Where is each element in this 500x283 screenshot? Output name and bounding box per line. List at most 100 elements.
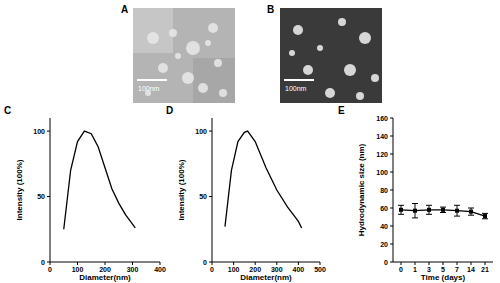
x-tick <box>457 262 458 265</box>
error-cap <box>454 216 460 217</box>
y-axis-title: Hydrodynamic size (nm) <box>357 143 366 236</box>
y-tick-label: 0 <box>384 259 388 266</box>
marker <box>469 210 473 214</box>
scale-bar <box>284 79 314 81</box>
y-tick-label: 50 <box>199 193 207 200</box>
y-tick <box>390 154 393 155</box>
y-tick-label: 100 <box>195 128 207 135</box>
x-tick-label: 21 <box>481 266 489 273</box>
micrograph-shade <box>193 58 235 103</box>
error-cap <box>468 208 474 209</box>
chart: C0501000100200300400Diameter(nm)Intensit… <box>4 105 166 282</box>
x-axis-title: Time (days) <box>421 273 466 282</box>
error-cap <box>398 205 404 206</box>
y-tick-label: 160 <box>376 115 388 122</box>
particle <box>371 74 379 82</box>
x-tick-label: 200 <box>99 266 111 273</box>
y-tick <box>47 196 50 197</box>
error-bar <box>412 204 418 218</box>
y-tick-label: 100 <box>33 128 45 135</box>
x-tick <box>415 262 416 265</box>
marker <box>483 214 487 218</box>
x-tick <box>77 262 78 265</box>
particle <box>289 50 295 56</box>
particle <box>338 18 346 26</box>
x-axis-title: Diameter(nm) <box>79 273 131 282</box>
data-line <box>225 131 302 228</box>
particle <box>344 64 356 76</box>
x-tick-label: 300 <box>271 266 283 273</box>
y-tick <box>390 118 393 119</box>
x-axis <box>212 262 320 263</box>
panel-label: D <box>166 105 173 116</box>
y-tick <box>209 196 212 197</box>
panel-label: E <box>338 105 345 116</box>
image-panel: 100nm <box>280 8 382 103</box>
panel-label: A <box>121 4 128 15</box>
scale-bar-label: 100nm <box>138 85 160 92</box>
marker <box>455 209 459 213</box>
y-tick <box>390 136 393 137</box>
y-tick <box>209 131 212 132</box>
x-tick <box>50 262 51 265</box>
particle <box>208 23 218 33</box>
x-tick-label: 1 <box>413 266 417 273</box>
y-tick <box>390 262 393 263</box>
y-axis-title: Intensity (100%) <box>177 159 186 220</box>
x-tick-label: 400 <box>293 266 305 273</box>
y-tick <box>390 244 393 245</box>
y-tick-label: 60 <box>380 205 388 212</box>
x-tick <box>255 262 256 265</box>
error-cap <box>440 212 446 213</box>
x-tick <box>132 262 133 265</box>
particle <box>356 92 364 100</box>
marker <box>399 208 403 212</box>
error-bar <box>454 205 460 216</box>
panel-label: B <box>267 4 274 15</box>
error-cap <box>482 213 488 214</box>
y-tick <box>390 226 393 227</box>
particle <box>303 65 313 75</box>
y-tick-label: 40 <box>380 223 388 230</box>
particle <box>317 45 323 51</box>
error-cap <box>426 214 432 215</box>
y-tick-label: 140 <box>376 133 388 140</box>
x-tick-label: 7 <box>455 266 459 273</box>
chart: E020406080100120140160013571421Time (day… <box>338 105 493 282</box>
y-tick-label: 20 <box>380 241 388 248</box>
x-tick <box>105 262 106 265</box>
error-cap <box>482 218 488 219</box>
chart: D0501000100200300400500Diameter(nm)Inten… <box>166 105 326 282</box>
data-line <box>64 131 136 229</box>
figure: 100nmA100nmBC0501000100200300400Diameter… <box>0 0 500 283</box>
y-tick-label: 80 <box>380 187 388 194</box>
y-tick <box>47 131 50 132</box>
marker <box>441 208 445 212</box>
particle <box>182 72 194 84</box>
marker <box>413 209 417 213</box>
y-tick-label: 50 <box>37 193 45 200</box>
x-tick <box>160 262 161 265</box>
y-tick-label: 0 <box>203 259 207 266</box>
x-tick-label: 0 <box>210 266 214 273</box>
error-cap <box>412 217 418 218</box>
error-cap <box>426 205 432 206</box>
x-tick <box>429 262 430 265</box>
x-tick-label: 200 <box>249 266 261 273</box>
x-tick <box>320 262 321 265</box>
particle <box>186 41 200 55</box>
y-axis <box>50 118 51 262</box>
panel-label: C <box>4 105 11 116</box>
error-bar <box>468 208 474 215</box>
particle <box>293 25 303 35</box>
error-cap <box>412 203 418 204</box>
error-cap <box>454 205 460 206</box>
particle <box>147 32 159 44</box>
scale-bar <box>137 79 167 81</box>
x-tick <box>298 262 299 265</box>
x-tick <box>471 262 472 265</box>
x-tick <box>276 262 277 265</box>
micrograph <box>280 8 382 103</box>
x-tick-label: 0 <box>399 266 403 273</box>
particle <box>359 32 371 44</box>
